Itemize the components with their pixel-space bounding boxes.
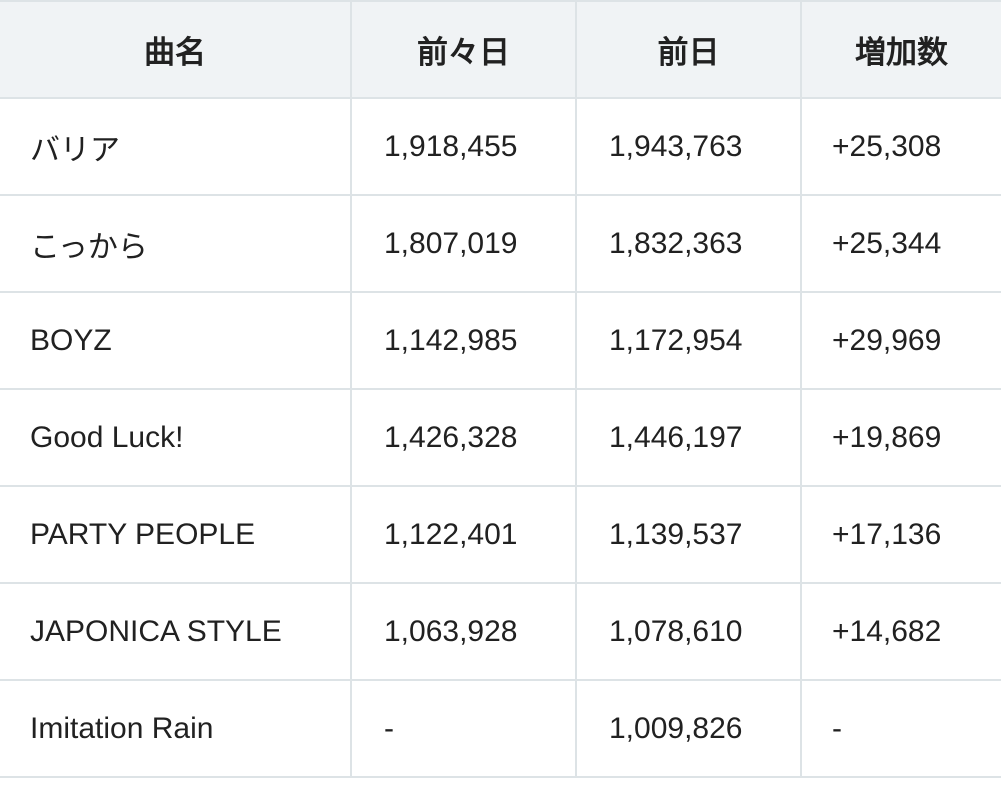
table-row: Imitation Rain - 1,009,826 - — [0, 679, 1001, 778]
cell-day-before-yesterday: 1,122,401 — [350, 485, 577, 584]
cell-increase: +17,136 — [800, 485, 1001, 584]
header-yesterday: 前日 — [575, 0, 802, 99]
cell-day-before-yesterday: 1,142,985 — [350, 291, 577, 390]
cell-yesterday: 1,078,610 — [575, 582, 802, 681]
cell-yesterday: 1,943,763 — [575, 97, 802, 196]
table-row: PARTY PEOPLE 1,122,401 1,139,537 +17,136 — [0, 485, 1001, 584]
cell-increase: +19,869 — [800, 388, 1001, 487]
cell-song: こっから — [0, 194, 352, 293]
cell-increase: - — [800, 679, 1001, 778]
table-row: JAPONICA STYLE 1,063,928 1,078,610 +14,6… — [0, 582, 1001, 681]
cell-song: PARTY PEOPLE — [0, 485, 352, 584]
cell-day-before-yesterday: 1,807,019 — [350, 194, 577, 293]
cell-yesterday: 1,139,537 — [575, 485, 802, 584]
cell-song: Good Luck! — [0, 388, 352, 487]
cell-song: バリア — [0, 97, 352, 196]
table-row: Good Luck! 1,426,328 1,446,197 +19,869 — [0, 388, 1001, 487]
cell-yesterday: 1,172,954 — [575, 291, 802, 390]
cell-yesterday: 1,832,363 — [575, 194, 802, 293]
cell-increase: +14,682 — [800, 582, 1001, 681]
cell-song: Imitation Rain — [0, 679, 352, 778]
table-row: バリア 1,918,455 1,943,763 +25,308 — [0, 97, 1001, 196]
header-song: 曲名 — [0, 0, 352, 99]
cell-day-before-yesterday: 1,426,328 — [350, 388, 577, 487]
cell-yesterday: 1,446,197 — [575, 388, 802, 487]
cell-yesterday: 1,009,826 — [575, 679, 802, 778]
cell-increase: +25,308 — [800, 97, 1001, 196]
table-body: バリア 1,918,455 1,943,763 +25,308 こっから 1,8… — [0, 97, 1001, 778]
table-header: 曲名 前々日 前日 増加数 — [0, 0, 1001, 99]
header-increase: 増加数 — [800, 0, 1001, 99]
cell-increase: +29,969 — [800, 291, 1001, 390]
cell-song: JAPONICA STYLE — [0, 582, 352, 681]
table-row: こっから 1,807,019 1,832,363 +25,344 — [0, 194, 1001, 293]
song-stats-table: 曲名 前々日 前日 増加数 バリア 1,918,455 1,943,763 +2… — [0, 0, 1001, 778]
header-day-before-yesterday: 前々日 — [350, 0, 577, 99]
cell-day-before-yesterday: - — [350, 679, 577, 778]
table-row: BOYZ 1,142,985 1,172,954 +29,969 — [0, 291, 1001, 390]
header-row: 曲名 前々日 前日 増加数 — [0, 0, 1001, 99]
cell-song: BOYZ — [0, 291, 352, 390]
cell-increase: +25,344 — [800, 194, 1001, 293]
cell-day-before-yesterday: 1,918,455 — [350, 97, 577, 196]
cell-day-before-yesterday: 1,063,928 — [350, 582, 577, 681]
